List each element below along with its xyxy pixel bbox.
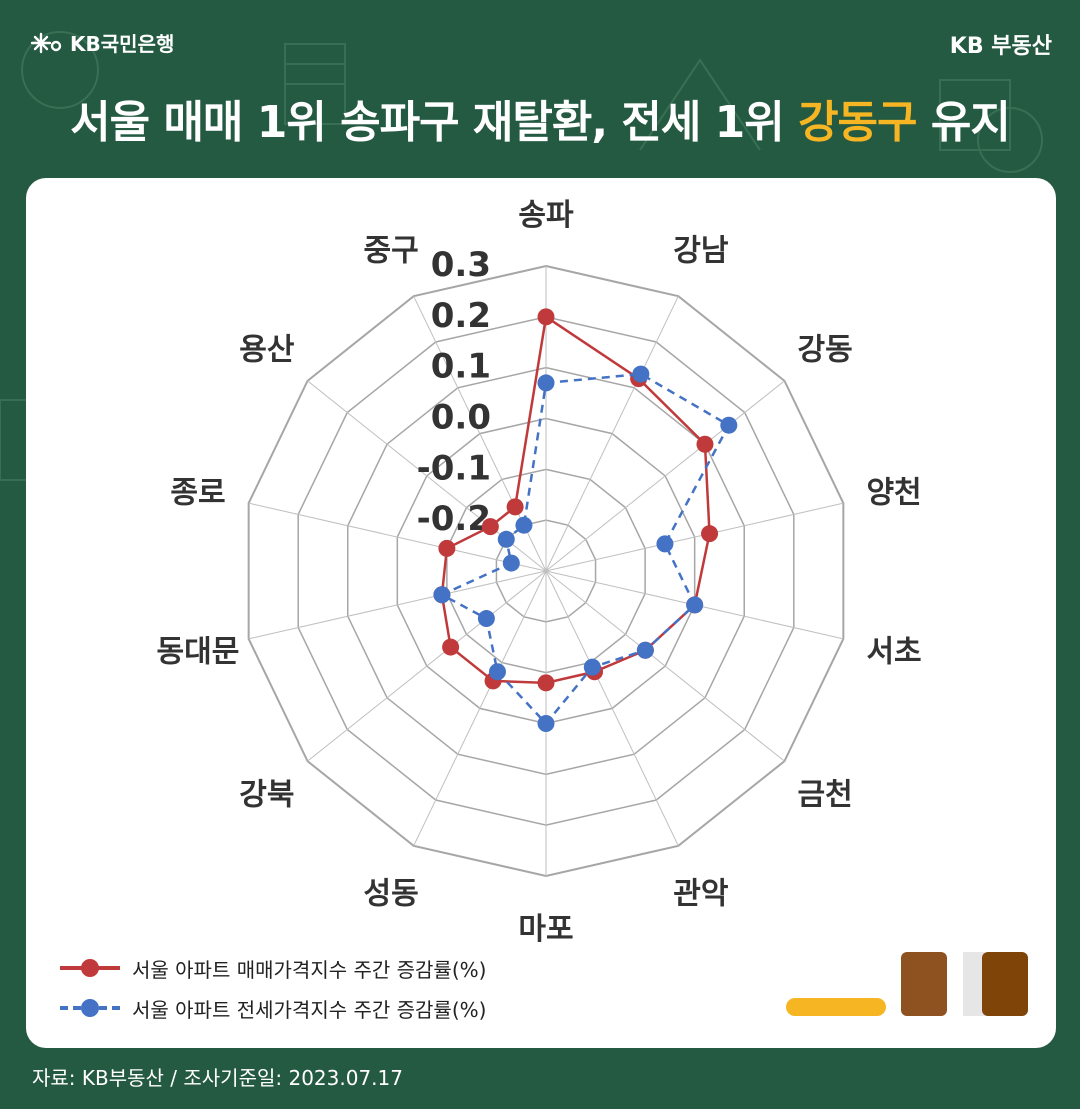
- radar-category-label: 강북: [239, 778, 294, 813]
- data-point-jeonse: [632, 365, 650, 383]
- data-point-sale: [442, 638, 460, 656]
- radar-tick-label: 0.3: [431, 245, 491, 285]
- radar-category-label: 송파: [518, 198, 574, 233]
- title-highlight: 강동구: [798, 97, 917, 148]
- data-point-jeonse: [583, 658, 601, 676]
- radar-chart: 0.30.20.10.0-0.1-0.2송파강남강동양천서초금천관악마포성동강북…: [157, 198, 922, 947]
- radar-spoke: [545, 502, 844, 572]
- data-point-sale: [537, 308, 555, 326]
- data-point-jeonse: [686, 596, 704, 614]
- title-text: 서울 매매 1위 송파구 재탈환, 전세 1위: [70, 97, 799, 148]
- source-footer: 자료: KB부동산 / 조사기준일: 2023.07.17: [32, 1066, 403, 1090]
- legend-marker-jeonse: [60, 999, 120, 1017]
- radar-category-label: 강남: [673, 233, 729, 268]
- radar-spoke: [545, 380, 785, 572]
- radar-category-label: 관악: [673, 877, 729, 912]
- data-point-jeonse: [488, 663, 506, 681]
- data-point-jeonse: [537, 715, 555, 732]
- data-point-sale: [701, 525, 719, 543]
- data-point-jeonse: [636, 641, 654, 659]
- data-point-jeonse: [433, 586, 451, 604]
- legend-marker-sale: [60, 959, 120, 977]
- data-point-sale: [506, 498, 524, 516]
- chart-legend: 서울 아파트 매매가격지수 주간 증감률(%) 서울 아파트 전세가격지수 주간…: [58, 948, 486, 1028]
- logo-text: KB국민은행: [70, 32, 175, 56]
- radar-category-label: 종로: [170, 476, 225, 511]
- radar-category-label: 성동: [364, 877, 419, 912]
- data-point-jeonse: [720, 416, 738, 434]
- radar-tick-label: 0.1: [431, 347, 491, 387]
- data-point-jeonse: [656, 535, 674, 553]
- page-title: 서울 매매 1위 송파구 재탈환, 전세 1위 강동구 유지: [0, 86, 1080, 150]
- legend-item-jeonse: 서울 아파트 전세가격지수 주간 증감률(%): [58, 988, 486, 1028]
- radar-category-label: 서초: [866, 634, 921, 669]
- radar-spoke: [545, 295, 679, 572]
- radar-category-label: 양천: [866, 476, 921, 511]
- radar-category-label: 마포: [518, 912, 573, 947]
- data-point-jeonse: [502, 554, 520, 572]
- radar-category-label: 동대문: [157, 634, 240, 669]
- radar-category-label: 중구: [364, 233, 419, 268]
- data-point-jeonse: [537, 374, 555, 392]
- radar-spoke: [545, 570, 679, 847]
- radar-spoke: [248, 502, 547, 572]
- kb-star-icon: [30, 32, 62, 53]
- data-point-sale: [696, 435, 714, 453]
- radar-tick-label: -0.1: [417, 448, 491, 488]
- radar-tick-label: 0.0: [431, 398, 491, 438]
- data-point-sale: [481, 518, 499, 536]
- decorative-bars: [786, 952, 1028, 1016]
- data-point-sale: [537, 674, 555, 692]
- data-point-jeonse: [515, 516, 533, 534]
- radar-spoke: [307, 570, 547, 762]
- title-text-end: 유지: [916, 97, 1011, 148]
- radar-spoke: [545, 570, 785, 762]
- legend-label-sale: 서울 아파트 매매가격지수 주간 증감률(%): [132, 957, 487, 982]
- brand-name: KB 부동산: [949, 34, 1052, 59]
- data-point-sale: [438, 539, 456, 557]
- radar-category-label: 금천: [798, 778, 853, 813]
- data-point-jeonse: [477, 610, 495, 628]
- radar-spoke: [248, 570, 547, 640]
- data-point-jeonse: [497, 530, 515, 548]
- legend-item-sale: 서울 아파트 매매가격지수 주간 증감률(%): [58, 948, 486, 988]
- legend-label-jeonse: 서울 아파트 전세가격지수 주간 증감률(%): [132, 997, 487, 1022]
- radar-category-label: 용산: [239, 332, 295, 367]
- chart-card: 0.3 0.2 0.1 0.0 -0.1 -0.2 송파 강남 강동 양천 서초 금천 관악 마포 성동 강북…: [26, 178, 1056, 1048]
- radar-spoke: [413, 570, 547, 847]
- kb-logo: KB국민은행: [28, 28, 174, 57]
- radar-tick-label: 0.2: [431, 296, 491, 336]
- radar-category-label: 강동: [798, 332, 853, 367]
